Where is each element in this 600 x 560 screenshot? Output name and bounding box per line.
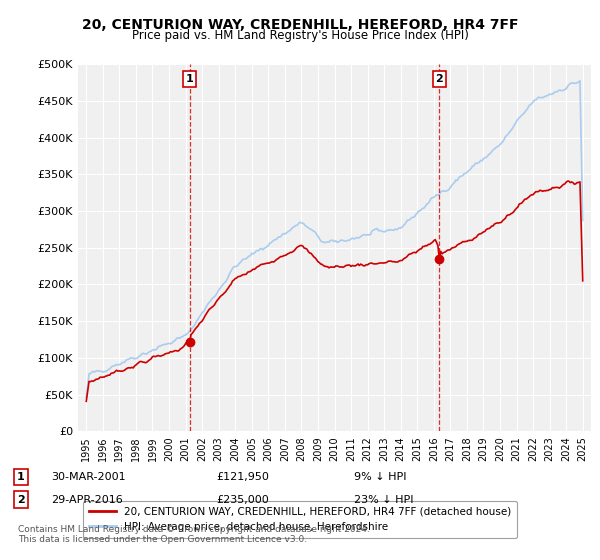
- Text: 1: 1: [186, 74, 194, 84]
- Text: 23% ↓ HPI: 23% ↓ HPI: [354, 494, 413, 505]
- Text: Price paid vs. HM Land Registry's House Price Index (HPI): Price paid vs. HM Land Registry's House …: [131, 29, 469, 42]
- Text: 2: 2: [436, 74, 443, 84]
- Text: 29-APR-2016: 29-APR-2016: [51, 494, 123, 505]
- Text: Contains HM Land Registry data © Crown copyright and database right 2024.
This d: Contains HM Land Registry data © Crown c…: [18, 525, 370, 544]
- Text: £235,000: £235,000: [216, 494, 269, 505]
- Text: 9% ↓ HPI: 9% ↓ HPI: [354, 472, 407, 482]
- Text: 1: 1: [17, 472, 25, 482]
- Legend: 20, CENTURION WAY, CREDENHILL, HEREFORD, HR4 7FF (detached house), HPI: Average : 20, CENTURION WAY, CREDENHILL, HEREFORD,…: [83, 501, 517, 538]
- Text: 2: 2: [17, 494, 25, 505]
- Text: 30-MAR-2001: 30-MAR-2001: [51, 472, 125, 482]
- Text: £121,950: £121,950: [216, 472, 269, 482]
- Text: 20, CENTURION WAY, CREDENHILL, HEREFORD, HR4 7FF: 20, CENTURION WAY, CREDENHILL, HEREFORD,…: [82, 18, 518, 32]
